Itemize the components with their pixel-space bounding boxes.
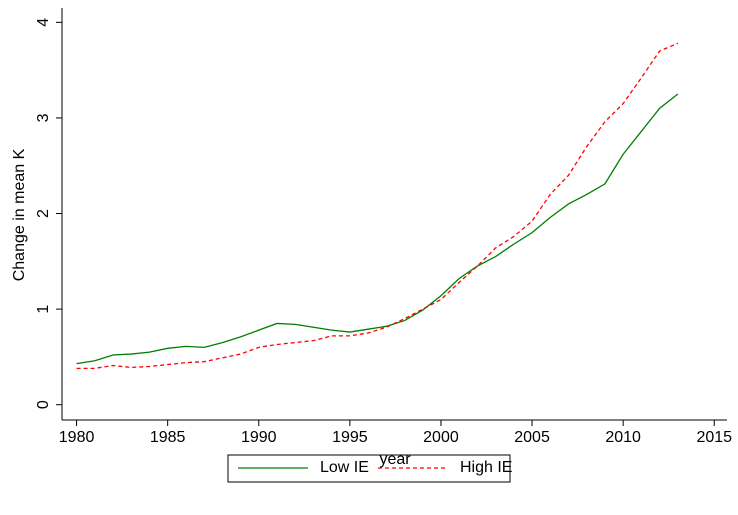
x-tick-label: 2000 bbox=[423, 429, 459, 446]
x-tick-label: 2015 bbox=[696, 429, 732, 446]
x-tick-label: 1990 bbox=[241, 429, 277, 446]
series-line bbox=[76, 42, 679, 370]
x-tick-label: 2005 bbox=[514, 429, 550, 446]
y-tick-label: 4 bbox=[35, 18, 52, 27]
x-tick-label: 2010 bbox=[605, 429, 641, 446]
y-axis-label: Change in mean K bbox=[11, 148, 28, 281]
x-axis-label: year bbox=[379, 451, 411, 468]
legend-box bbox=[227, 454, 511, 483]
legend-label: High IE bbox=[460, 459, 512, 476]
y-tick-label: 1 bbox=[35, 305, 52, 314]
x-tick-label: 1995 bbox=[332, 429, 368, 446]
y-tick-label: 2 bbox=[35, 209, 52, 218]
legend-label: Low IE bbox=[320, 459, 369, 476]
series-line bbox=[76, 93, 679, 365]
y-tick-label: 3 bbox=[35, 113, 52, 122]
x-tick-label: 1985 bbox=[150, 429, 186, 446]
y-tick-label: 0 bbox=[35, 400, 52, 409]
x-tick-label: 1980 bbox=[59, 429, 95, 446]
